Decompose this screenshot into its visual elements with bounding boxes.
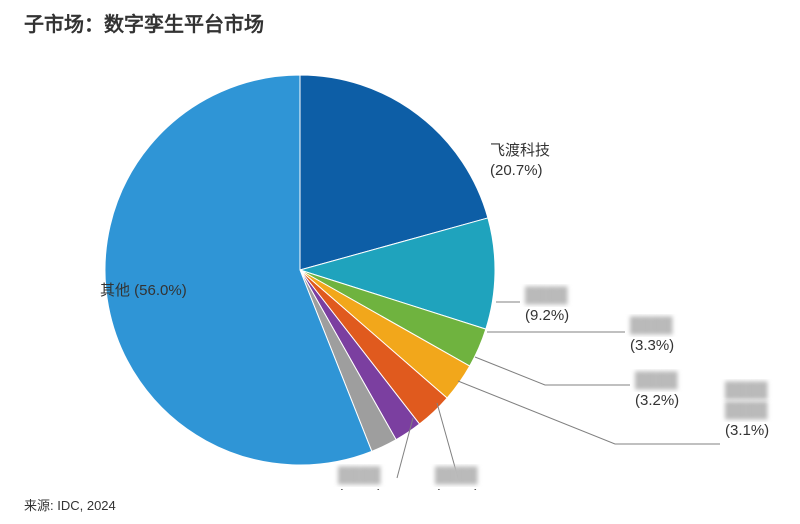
slice-label: ████ <box>630 316 673 335</box>
slice-label: (9.2%) <box>525 307 569 324</box>
slice-label: (2.3%) <box>435 487 479 490</box>
slice-label: ████ <box>635 371 678 390</box>
leader-line <box>475 357 630 385</box>
slice-label: ████ <box>525 286 568 305</box>
chart-source: 来源: IDC, 2024 <box>24 495 116 514</box>
pie-chart: 飞渡科技 (20.7%) ████ (9.2%) ████ (3.3%) ████ (3.2%… <box>0 30 800 490</box>
leader-line <box>458 381 720 444</box>
slice-label: ████ <box>338 466 381 485</box>
slice-label: 飞渡科技 <box>490 142 550 159</box>
slice-label: (3.2%) <box>635 392 679 409</box>
slice-label: (2.2%) <box>338 487 382 490</box>
slice-label: 其他 (56.0%) <box>100 282 187 299</box>
slice-label: (3.1%) <box>725 422 769 439</box>
slice-label: ████ <box>725 381 768 400</box>
slice-label: (3.3%) <box>630 337 674 354</box>
slice-label: ████ <box>435 466 478 485</box>
slice-label: (20.7%) <box>490 162 543 179</box>
slice-label: ████ <box>725 401 768 420</box>
